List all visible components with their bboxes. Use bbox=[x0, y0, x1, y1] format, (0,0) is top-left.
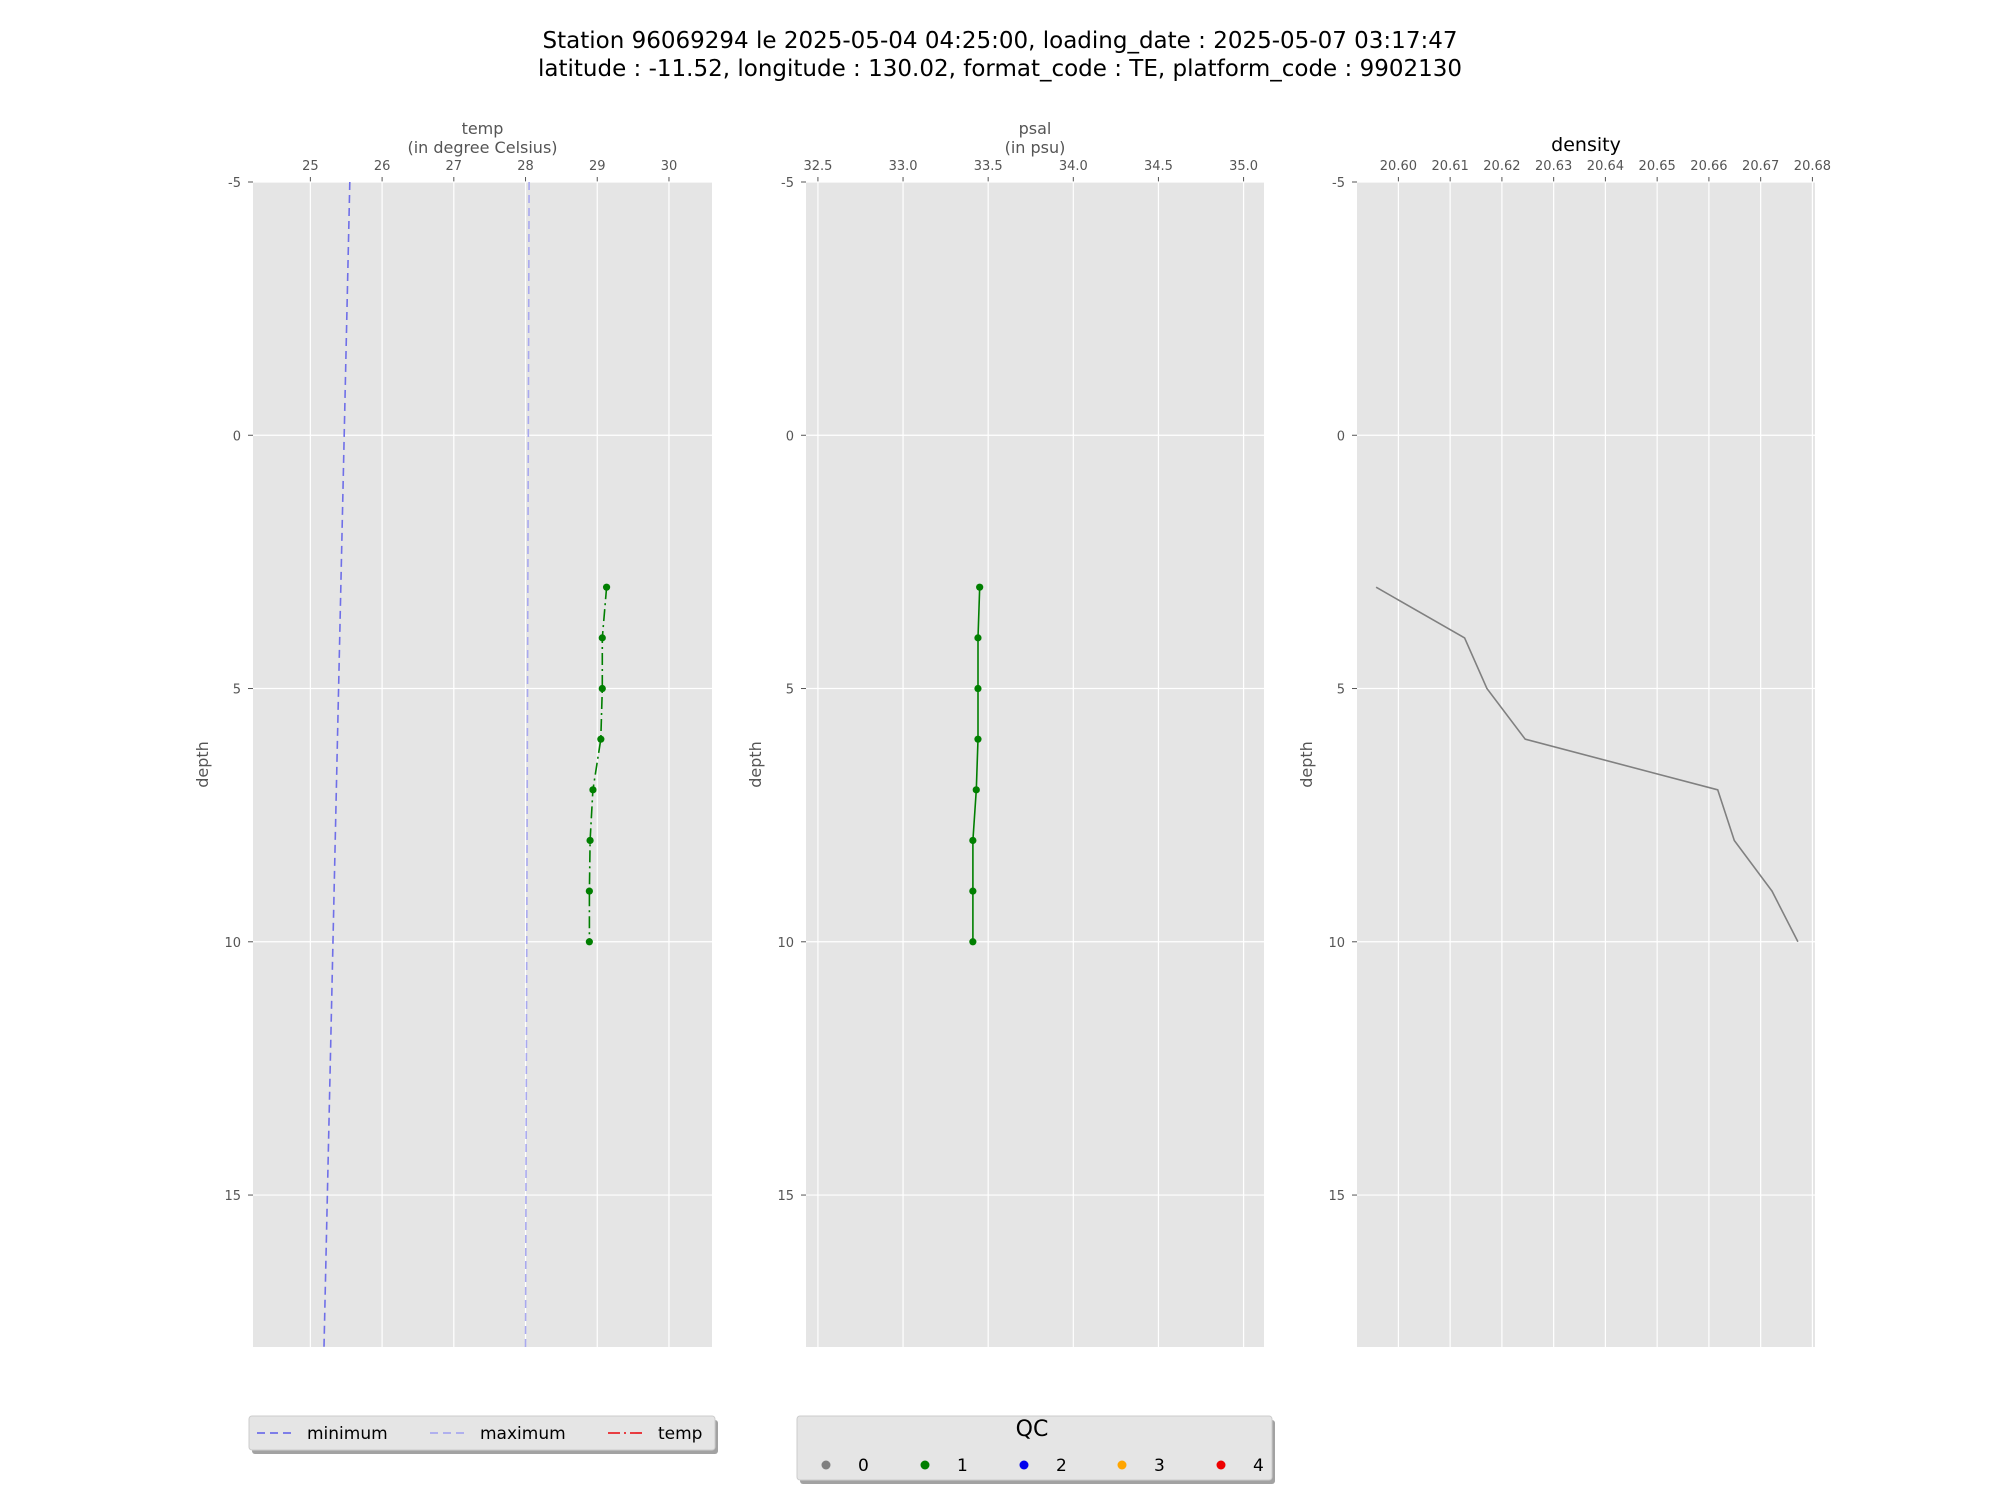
temp-x-tick-label: 30 bbox=[661, 159, 678, 174]
psal-y-tick-label: 0 bbox=[786, 429, 794, 444]
temp-series-line-temp bbox=[588, 587, 608, 942]
qc-legend: QC 0 1 2 3 4 bbox=[796, 1415, 1275, 1484]
psal-x-tick-label: 35.0 bbox=[1229, 159, 1258, 174]
temp-y-axis-label: depth bbox=[193, 741, 212, 788]
density-y-tick-label: 15 bbox=[1328, 1189, 1345, 1204]
density-series-line bbox=[1375, 586, 1799, 943]
temp-x-axis-unit: (in degree Celsius) bbox=[407, 138, 557, 157]
psal-x-tick-label: 33.0 bbox=[889, 159, 918, 174]
qc-legend-marker-3 bbox=[1117, 1460, 1127, 1470]
temp-data-point bbox=[585, 887, 593, 895]
qc-legend-marker-1 bbox=[920, 1460, 930, 1470]
qc-legend-box bbox=[796, 1415, 1273, 1481]
line-legend-label-minimum: minimum bbox=[307, 1424, 388, 1444]
line-legend-label-temp: temp bbox=[658, 1424, 702, 1444]
density-x-tick-label: 20.65 bbox=[1639, 159, 1676, 174]
qc-legend-label-4: 4 bbox=[1253, 1456, 1264, 1476]
psal-x-tick-label: 34.0 bbox=[1059, 159, 1088, 174]
psal-y-tick-label: 10 bbox=[777, 936, 794, 951]
psal-x-axis-label: psal bbox=[1019, 119, 1052, 138]
psal-y-tick-label: -5 bbox=[781, 176, 794, 191]
temp-plot-area bbox=[253, 182, 712, 1347]
temp-data-point bbox=[589, 786, 597, 794]
temp-x-tick-label: 26 bbox=[374, 159, 391, 174]
psal-data-point bbox=[974, 735, 982, 743]
psal-data-point bbox=[974, 684, 982, 693]
qc-legend-label-1: 1 bbox=[957, 1456, 968, 1476]
psal-x-tick-label: 34.5 bbox=[1144, 159, 1173, 174]
psal-series-line bbox=[972, 587, 981, 942]
psal-x-tick-label: 32.5 bbox=[803, 159, 832, 174]
line-style-legend: minimum maximum temp bbox=[248, 1415, 718, 1454]
psal-data-point bbox=[969, 938, 977, 946]
density-plot-area bbox=[1357, 182, 1815, 1347]
temp-data-point bbox=[598, 634, 606, 642]
temp-x-tick-label: 25 bbox=[302, 159, 319, 174]
density-axis-title: density bbox=[1551, 134, 1621, 156]
qc-legend-label-2: 2 bbox=[1056, 1456, 1067, 1476]
temp-x-axis-label: temp bbox=[462, 119, 504, 138]
line-legend-box bbox=[248, 1415, 716, 1451]
psal-data-point bbox=[969, 836, 977, 845]
temp-x-tick-label: 28 bbox=[517, 159, 534, 174]
psal-data-point bbox=[972, 786, 980, 794]
density-x-tick-label: 20.63 bbox=[1535, 159, 1572, 174]
density-x-tick-label: 20.64 bbox=[1587, 159, 1624, 174]
density-y-tick-label: 0 bbox=[1337, 429, 1345, 444]
psal-y-axis-label: depth bbox=[746, 741, 765, 788]
density-x-tick-label: 20.67 bbox=[1742, 159, 1779, 174]
temp-y-tick-label: 15 bbox=[224, 1189, 241, 1204]
temp-x-tick-label: 27 bbox=[446, 159, 463, 174]
temp-y-tick-label: 5 bbox=[233, 683, 241, 698]
density-y-axis-label: depth bbox=[1297, 741, 1316, 788]
temp-data-point bbox=[597, 735, 605, 743]
density-x-tick-label: 20.60 bbox=[1380, 159, 1417, 174]
qc-legend-marker-2 bbox=[1019, 1460, 1029, 1470]
psal-data-point bbox=[969, 887, 977, 895]
qc-legend-marker-4 bbox=[1216, 1460, 1226, 1470]
temp-data-point bbox=[602, 583, 611, 591]
figure-title-line1: Station 96069294 le 2025-05-04 04:25:00,… bbox=[543, 28, 1458, 54]
temp-panel: 25 26 27 28 29 30 -5 0 5 10 15 temp(in degree Celsi… bbox=[193, 119, 712, 1348]
psal-y-tick-label: 15 bbox=[777, 1189, 794, 1204]
temp-data-point bbox=[586, 836, 594, 845]
qc-legend-label-3: 3 bbox=[1154, 1456, 1165, 1476]
density-y-tick-label: -5 bbox=[1332, 176, 1345, 191]
temp-data-point bbox=[598, 684, 606, 693]
line-legend-label-maximum: maximum bbox=[480, 1424, 566, 1444]
qc-legend-label-0: 0 bbox=[858, 1456, 869, 1476]
psal-data-point bbox=[976, 583, 984, 591]
psal-x-tick-label: 33.5 bbox=[974, 159, 1003, 174]
psal-data-point bbox=[974, 634, 982, 642]
temp-data-point bbox=[585, 938, 593, 946]
psal-y-tick-label: 5 bbox=[786, 683, 794, 698]
density-panel: 20.60 20.61 20.62 20.63 20.64 20.65 20.66 20.67… bbox=[1297, 134, 1831, 1347]
temp-x-tick-label: 29 bbox=[589, 159, 606, 174]
qc-legend-marker-0 bbox=[821, 1460, 831, 1470]
psal-x-axis-unit: (in psu) bbox=[1005, 138, 1066, 157]
temp-y-tick-label: 0 bbox=[233, 429, 241, 444]
density-x-tick-label: 20.62 bbox=[1483, 159, 1520, 174]
psal-panel: 32.5 33.0 33.5 34.0 34.5 35.0 -5 0 5 10 15 psal(in … bbox=[746, 119, 1264, 1347]
density-y-tick-label: 5 bbox=[1337, 683, 1345, 698]
density-x-tick-label: 20.61 bbox=[1432, 159, 1469, 174]
psal-plot-area bbox=[806, 182, 1264, 1347]
density-x-tick-label: 20.68 bbox=[1794, 159, 1831, 174]
density-x-tick-label: 20.66 bbox=[1690, 159, 1727, 174]
temp-y-tick-label: 10 bbox=[224, 936, 241, 951]
figure-title-line2: latitude : -11.52, longitude : 130.02, f… bbox=[538, 56, 1462, 82]
qc-legend-title: QC bbox=[1016, 1417, 1049, 1442]
density-y-tick-label: 10 bbox=[1328, 936, 1345, 951]
temp-y-tick-label: -5 bbox=[228, 176, 241, 191]
